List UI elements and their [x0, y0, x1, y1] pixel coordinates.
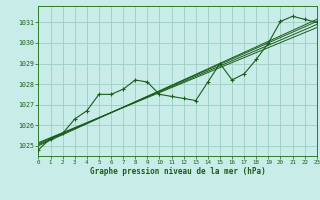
X-axis label: Graphe pression niveau de la mer (hPa): Graphe pression niveau de la mer (hPa) — [90, 167, 266, 176]
